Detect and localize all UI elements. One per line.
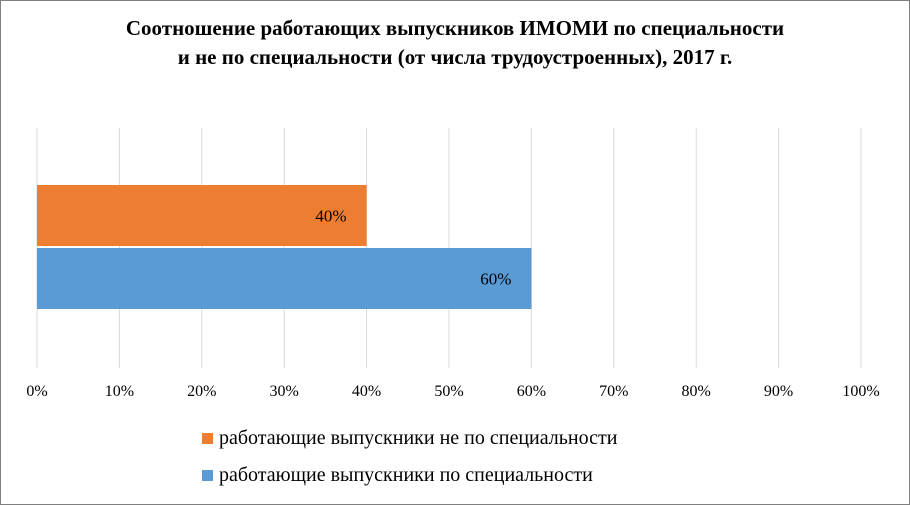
x-tick-label: 10% [105,383,134,400]
x-tick-label: 80% [682,383,711,400]
legend-swatch-1 [202,433,213,444]
x-tick-label: 100% [842,383,879,400]
chart-title: Соотношение работающих выпускников ИМОМИ… [125,16,785,69]
legend-item-2: работающие выпускники по специальности [202,464,593,487]
legend-label-1: работающие выпускники не по специальност… [219,427,618,449]
x-tick-label: 20% [187,383,216,400]
x-tick-label: 50% [434,383,463,400]
legend-swatch-2 [202,470,213,481]
x-tick-label: 30% [270,383,299,400]
x-tick-label: 70% [599,383,628,400]
bar-data-label-2: 60% [480,270,511,289]
x-tick-label: 0% [26,383,47,400]
x-tick-label: 90% [764,383,793,400]
x-tick-label: 60% [517,383,546,400]
x-tick-label: 40% [352,383,381,400]
legend-item-1: работающие выпускники не по специальност… [202,427,617,450]
legend-label-2: работающие выпускники по специальности [219,464,593,486]
bar-2 [37,248,532,309]
bar-data-label-1: 40% [315,207,346,226]
bar-1 [37,185,367,246]
